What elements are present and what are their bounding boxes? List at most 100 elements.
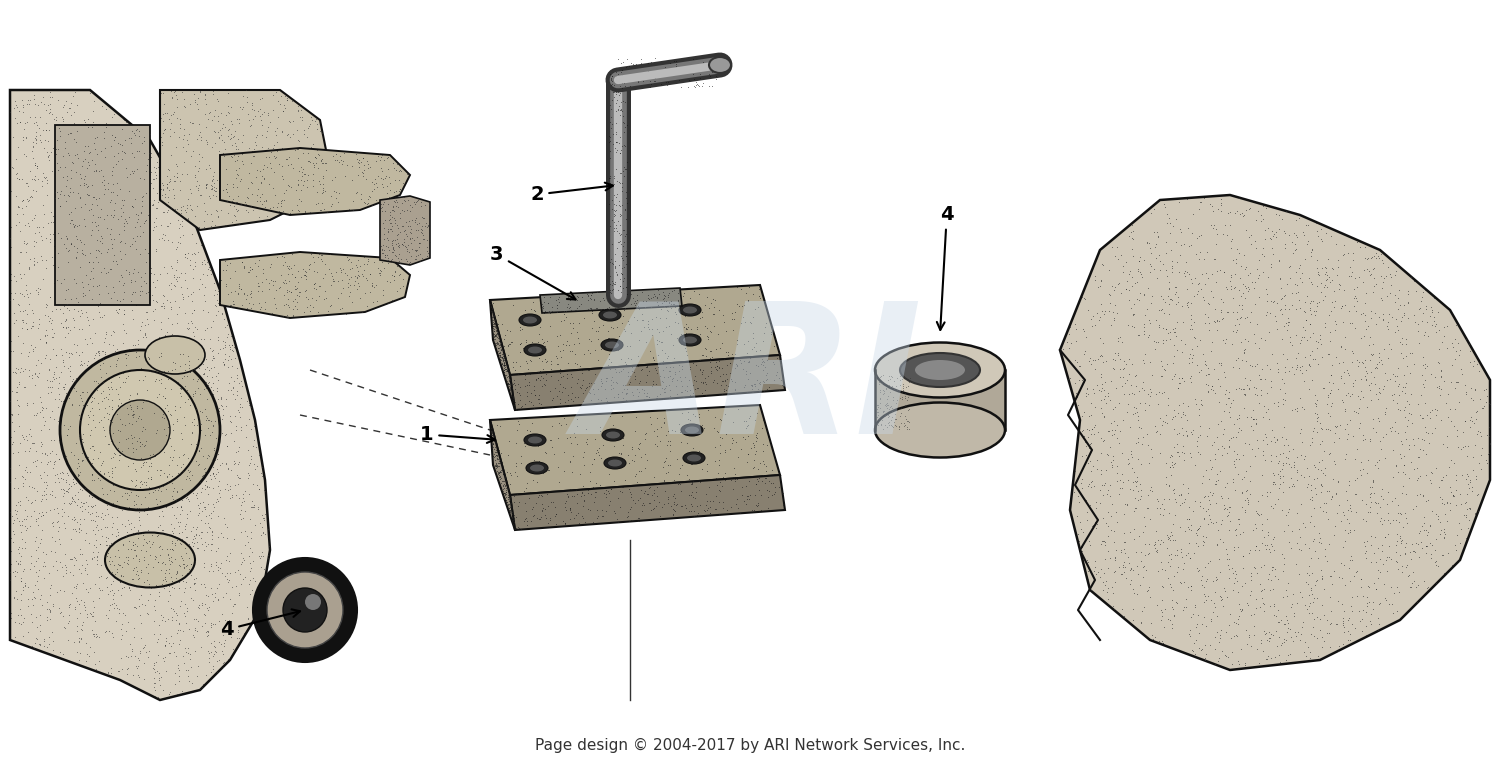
Point [150,139,174,151]
Point [183,531,207,544]
Point [1454,379,1478,391]
Point [682,510,706,522]
Point [1122,475,1146,487]
Point [1330,248,1354,260]
Point [76,537,101,549]
Point [604,191,628,204]
Point [1220,242,1244,254]
Point [232,154,256,167]
Point [194,134,217,146]
Point [164,553,188,565]
Point [178,203,203,215]
Point [100,631,124,643]
Point [100,528,124,541]
Point [1299,493,1323,505]
Point [64,194,88,207]
Point [138,453,162,465]
Point [1338,554,1362,567]
Point [184,528,209,540]
Point [27,625,51,637]
Point [1312,279,1336,291]
Point [100,180,124,192]
Point [251,141,274,153]
Point [204,205,228,217]
Point [1318,424,1342,436]
Point [102,211,126,223]
Point [1336,305,1360,317]
Point [84,521,108,533]
Point [598,68,622,81]
Point [260,165,284,177]
Point [111,114,135,127]
Point [75,418,99,430]
Point [170,372,194,384]
Point [1430,414,1454,426]
Point [1354,535,1378,548]
Point [294,180,318,193]
Point [333,266,357,279]
Point [110,149,134,161]
Point [1455,468,1479,480]
Point [656,349,680,362]
Point [1230,643,1254,655]
Point [246,482,270,495]
Point [138,469,162,482]
Point [16,194,40,207]
Point [1200,383,1224,396]
Point [200,268,223,280]
Point [238,290,262,303]
Point [640,376,664,388]
Point [1450,469,1474,482]
Point [224,166,248,178]
Point [0,232,22,244]
Point [40,462,64,475]
Point [1122,369,1146,382]
Point [123,474,147,486]
Point [738,410,762,422]
Point [702,422,726,435]
Point [669,485,693,497]
Point [251,108,274,120]
Point [896,415,920,427]
Point [96,230,120,243]
Point [388,257,412,270]
Point [15,98,39,110]
Point [1188,420,1212,432]
Point [482,331,506,343]
Point [668,468,692,480]
Point [1312,542,1336,554]
Point [602,198,625,210]
Point [1119,574,1143,586]
Point [136,524,160,536]
Point [692,364,715,376]
Point [53,142,76,154]
Point [746,382,770,395]
Point [255,161,279,174]
Point [189,394,213,406]
Point [207,487,231,499]
Point [213,482,237,495]
Point [1128,266,1152,278]
Point [1200,606,1224,618]
Point [1384,397,1408,409]
Point [154,429,178,441]
Point [142,553,166,565]
Point [122,201,146,214]
Point [1329,515,1353,527]
Point [752,363,776,376]
Point [609,199,633,211]
Point [288,174,312,186]
Point [676,426,700,439]
Point [192,388,216,400]
Point [628,492,652,504]
Point [332,155,356,167]
Point [132,240,156,253]
Point [1106,306,1130,319]
Point [1236,492,1260,505]
Point [1204,497,1228,509]
Point [704,69,728,81]
Point [20,608,44,621]
Point [1306,462,1330,475]
Point [8,216,32,228]
Point [378,223,402,236]
